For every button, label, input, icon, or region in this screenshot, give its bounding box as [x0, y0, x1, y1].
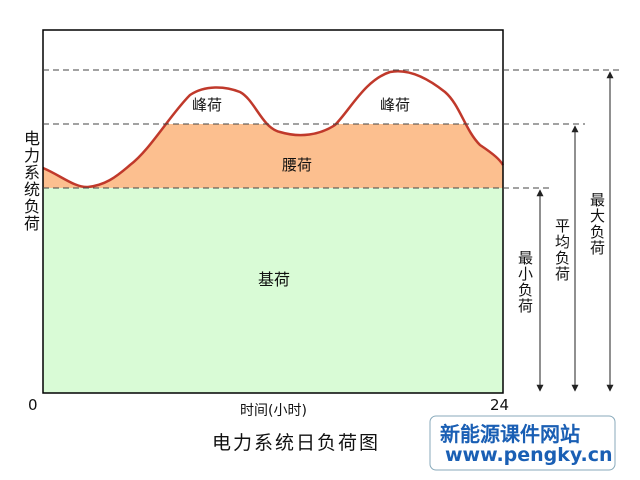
level-label: 平均负荷	[553, 218, 571, 282]
title: 电力系统日负荷图	[212, 432, 381, 454]
watermark-url: www.pengky.cn	[445, 444, 613, 466]
region-label: 峰荷	[192, 96, 223, 114]
region-label: 峰荷	[380, 96, 411, 114]
watermark-name: 新能源课件网站	[440, 422, 580, 446]
region-label: 腰荷	[282, 156, 313, 174]
region-label: 基荷	[258, 270, 291, 289]
middle-area	[43, 124, 503, 188]
level-label: 最大负荷	[588, 192, 606, 256]
x-start: 0	[28, 396, 38, 414]
level-arrows	[536, 71, 614, 392]
load-curve	[42, 69, 505, 189]
watermark-box	[429, 415, 616, 471]
plot-frame	[42, 29, 504, 394]
x-axis-label: 时间(小时)	[240, 403, 307, 419]
level-label: 最小负荷	[516, 250, 534, 314]
y-axis-label: 电力系统负荷	[21, 130, 40, 232]
x-end: 24	[490, 396, 510, 414]
base-area	[43, 188, 503, 393]
level-lines	[43, 69, 620, 189]
